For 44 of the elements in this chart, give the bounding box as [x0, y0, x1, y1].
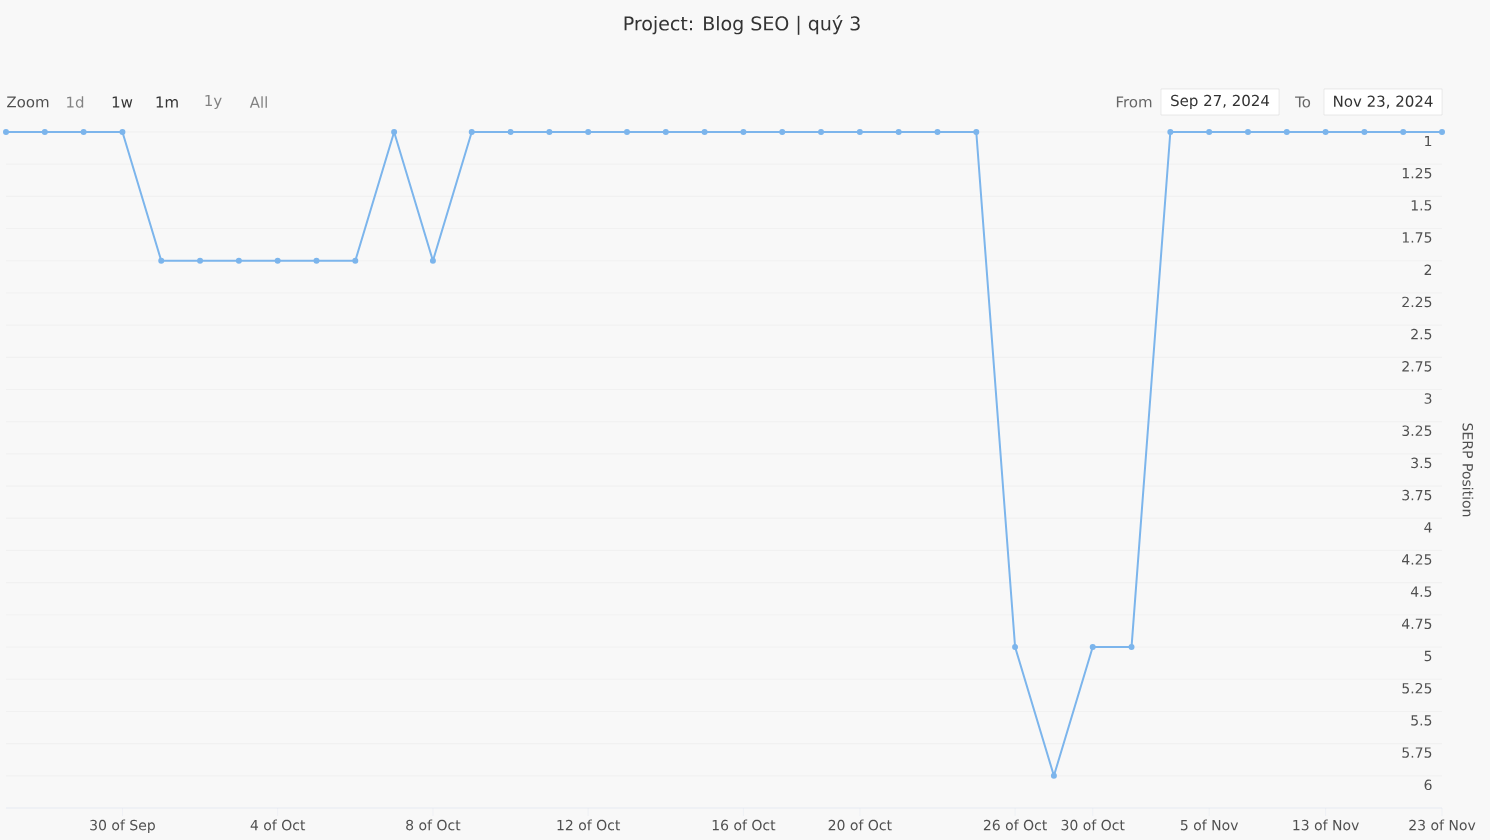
- text: 1m: [156, 96, 178, 108]
- y-tick-label: 3.5: [1411, 457, 1432, 469]
- text: All: [249, 96, 267, 108]
- y-tick-label: 6: [1424, 779, 1432, 791]
- y-tick-label: 1.25: [1402, 167, 1432, 179]
- x-tick-label: 26 of Oct: [983, 819, 1047, 831]
- x-tick-label: 8 of Oct: [406, 819, 461, 831]
- x-tick-label: 30 of Oct: [1061, 819, 1125, 831]
- y-tick-label: 1: [1425, 135, 1432, 147]
- x-tick-label: 5 of Nov: [1180, 819, 1239, 831]
- y-tick-label: 5.25: [1402, 682, 1432, 694]
- y-tick-label: 2.75: [1402, 361, 1432, 372]
- y-axis-title: SERP Position: [1462, 423, 1474, 517]
- y-tick-label: 3: [1424, 393, 1432, 404]
- y-tick-label: 5.75: [1402, 747, 1432, 758]
- y-tick-label: 1.5: [1411, 200, 1432, 211]
- y-tick-label: 3.75: [1402, 489, 1432, 501]
- y-tick-label: 5.5: [1411, 715, 1432, 726]
- text: Zoom: [7, 96, 49, 108]
- text: From: [1116, 96, 1152, 108]
- text: Sep 27, 2024: [1171, 94, 1270, 110]
- y-tick-label: 2.25: [1402, 296, 1432, 308]
- y-tick-label: 4.25: [1402, 554, 1432, 565]
- y-tick-label: 2: [1424, 264, 1432, 275]
- x-tick-label: 4 of Oct: [250, 819, 306, 831]
- text: To: [1295, 96, 1311, 108]
- chart-title: Project: Blog SEO | quý 3: [624, 15, 860, 35]
- y-tick-label: 2.5: [1411, 328, 1432, 340]
- y-tick-label: 1.75: [1402, 232, 1432, 243]
- text: Nov 23, 2024: [1334, 95, 1433, 109]
- x-tick-label: 13 of Nov: [1293, 819, 1359, 831]
- y-tick-label: 4.75: [1402, 618, 1432, 630]
- y-tick-label: 4.5: [1410, 586, 1432, 597]
- x-tick-label: 16 of Oct: [712, 819, 776, 831]
- x-tick-label: 30 of Sep: [90, 819, 155, 834]
- x-tick-label: 12 of Oct: [557, 819, 621, 831]
- x-tick-label: 20 of Oct: [828, 819, 892, 831]
- y-tick-label: 3.25: [1402, 425, 1432, 437]
- text: 1y: [205, 94, 222, 110]
- y-tick-label: 4: [1424, 522, 1432, 533]
- x-tick-label: 23 of Nov: [1409, 819, 1476, 831]
- y-tick-label: 5: [1424, 650, 1432, 662]
- text: 1d: [67, 96, 84, 108]
- text: 1w: [112, 96, 133, 108]
